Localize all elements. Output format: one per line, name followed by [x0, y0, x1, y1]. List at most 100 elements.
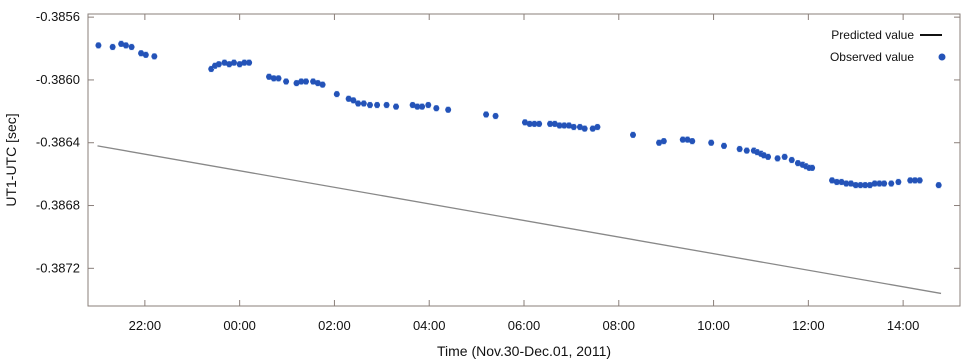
observed-point — [888, 180, 895, 187]
observed-point — [122, 42, 129, 49]
observed-point — [246, 59, 253, 66]
observed-point — [95, 42, 102, 49]
observed-point — [536, 120, 543, 127]
observed-point — [215, 61, 222, 68]
observed-point — [314, 80, 321, 87]
y-axis-title: UT1-UTC [sec] — [3, 113, 19, 206]
observed-point — [689, 138, 696, 145]
observed-point — [581, 125, 588, 132]
observed-point — [838, 178, 845, 185]
observed-point — [366, 102, 373, 109]
observed-point — [419, 103, 426, 110]
observed-point — [350, 97, 357, 104]
legend-label-predicted: Predicted value — [831, 28, 914, 42]
observed-point — [736, 146, 743, 153]
observed-point — [142, 51, 149, 58]
observed-point — [781, 153, 788, 160]
observed-point — [809, 164, 816, 171]
observed-point — [230, 59, 237, 66]
observed-point — [862, 182, 869, 189]
observed-point — [492, 113, 499, 120]
observed-point — [829, 177, 836, 184]
observed-point — [109, 43, 116, 50]
observed-point — [876, 180, 883, 187]
observed-point — [483, 111, 490, 118]
observed-point — [526, 120, 533, 127]
observed-point — [561, 122, 568, 129]
y-tick-label: -0.3868 — [36, 198, 80, 213]
observed-point — [852, 182, 859, 189]
observed-point — [911, 177, 918, 184]
observed-point — [774, 155, 781, 162]
x-axis-title: Time (Nov.30-Dec.01, 2011) — [437, 343, 611, 359]
observed-point — [345, 95, 352, 102]
observed-point — [594, 124, 601, 131]
observed-point — [445, 106, 452, 113]
x-tick-label: 00:00 — [223, 318, 256, 333]
x-tick-label: 04:00 — [413, 318, 446, 333]
observed-point — [589, 125, 596, 132]
observed-point — [393, 103, 400, 110]
observed-point — [236, 61, 243, 68]
observed-point — [656, 139, 663, 146]
x-tick-label: 22:00 — [129, 318, 162, 333]
observed-point — [570, 124, 577, 131]
observed-point — [425, 102, 432, 109]
observed-point — [895, 178, 902, 185]
y-tick-label: -0.3860 — [36, 72, 80, 87]
y-tick-label: -0.3864 — [36, 135, 80, 150]
observed-point — [433, 105, 440, 112]
observed-point — [679, 136, 686, 143]
observed-point — [355, 100, 362, 107]
observed-point — [916, 177, 923, 184]
observed-point — [843, 180, 850, 187]
observed-point — [319, 81, 326, 88]
observed-point — [151, 53, 158, 60]
legend: Predicted value Observed value — [830, 28, 946, 64]
observed-point — [293, 80, 300, 87]
observed-point — [684, 136, 691, 143]
x-tick-label: 08:00 — [603, 318, 636, 333]
observed-point — [270, 75, 277, 82]
observed-point — [857, 182, 864, 189]
x-tick-label: 14:00 — [887, 318, 920, 333]
observed-point — [138, 50, 145, 57]
observed-point — [788, 157, 795, 163]
observed-point — [630, 131, 636, 138]
observed-point — [660, 138, 667, 145]
x-axis: 22:00 00:00 02:00 04:00 06:00 08:00 10:00 12:00… — [129, 14, 920, 333]
observed-point — [551, 120, 558, 127]
observed-point — [708, 139, 715, 146]
observed-point — [241, 59, 248, 66]
observed-point — [871, 180, 878, 187]
observed-point — [128, 43, 135, 50]
observed-point — [521, 119, 528, 126]
observed-point — [221, 59, 228, 66]
observed-point — [935, 182, 942, 189]
observed-point — [383, 102, 390, 109]
observed-point — [907, 177, 914, 184]
observed-point — [275, 75, 282, 82]
observed-point — [720, 142, 727, 149]
observed-point — [374, 102, 381, 109]
observed-point — [409, 102, 416, 109]
observed-point — [556, 122, 563, 129]
observed-point — [414, 103, 421, 110]
observed-point — [547, 120, 554, 127]
observed-point — [833, 178, 840, 185]
observed-point — [298, 78, 305, 85]
observed-point — [360, 100, 367, 107]
y-tick-label: -0.3856 — [36, 9, 80, 24]
y-tick-label: -0.3872 — [36, 260, 80, 275]
observed-point — [226, 61, 233, 68]
legend-swatch-observed — [938, 53, 946, 61]
observed-point — [283, 78, 290, 85]
observed-point — [310, 78, 317, 85]
observed-point — [743, 147, 750, 154]
observed-point — [566, 122, 573, 129]
observed-point — [531, 120, 538, 127]
observed-point — [118, 40, 125, 47]
series-layer — [95, 40, 942, 295]
observed-point — [303, 78, 309, 85]
